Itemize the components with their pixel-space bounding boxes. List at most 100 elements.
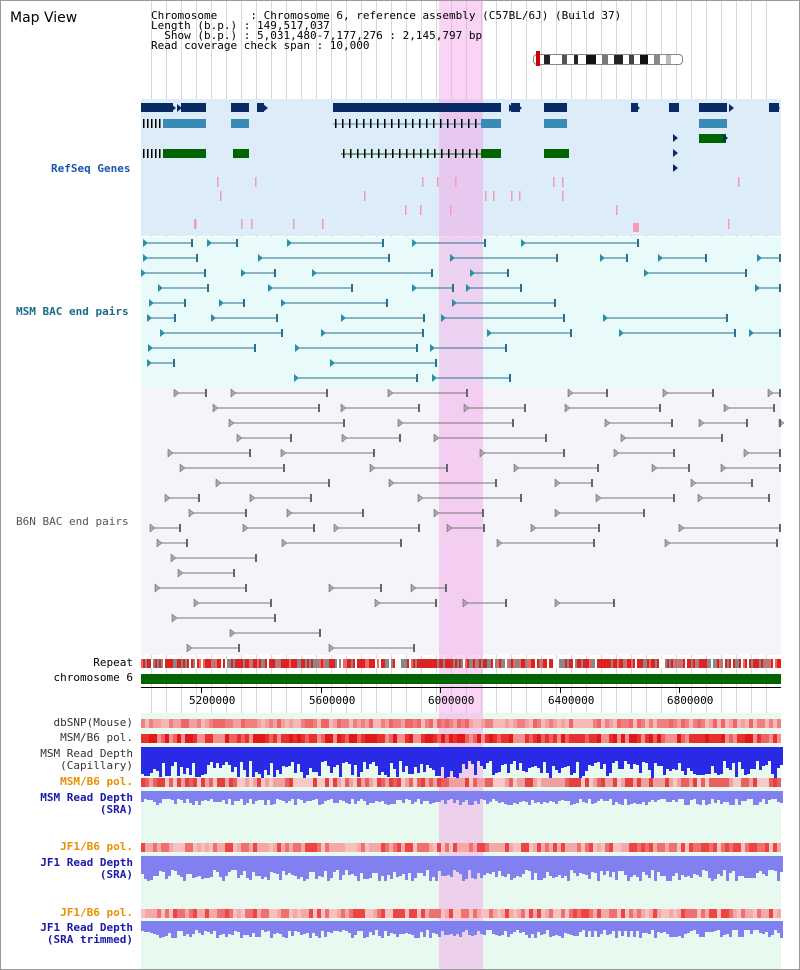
repeat-block xyxy=(607,659,609,668)
jf1-pol2-cell xyxy=(325,909,329,918)
msm-depth-sra-bar xyxy=(696,791,699,804)
msm-pol2-cell xyxy=(761,778,765,787)
msm-bac-end-icon xyxy=(258,254,263,262)
repeat-block xyxy=(469,659,471,668)
msm-bac-end-icon xyxy=(294,374,299,382)
refseq-pink-tick xyxy=(194,219,196,229)
msm-bac-end-icon xyxy=(287,239,292,247)
msm-depth-cap-bar xyxy=(168,747,171,776)
jf1-pol-cell xyxy=(693,843,697,852)
msm-pol-cell xyxy=(329,734,333,743)
jf1-depth-trim-bar xyxy=(141,921,144,931)
jf1-depth-sra-bar xyxy=(183,856,186,881)
msm-pol-cell xyxy=(381,734,385,743)
msm-pol-cell xyxy=(289,734,293,743)
repeat-block xyxy=(239,659,241,668)
msm-pol-cell xyxy=(525,734,529,743)
jf1-depth-trim-bar xyxy=(183,921,186,936)
msm-depth-cap-bar xyxy=(228,747,231,765)
msm-depth-sra-bar xyxy=(600,791,603,799)
dbsnp-cell xyxy=(553,719,557,728)
gene-exon xyxy=(143,119,145,128)
msm-depth-sra-bar xyxy=(594,791,597,803)
repeat-block xyxy=(277,659,279,668)
repeat-block xyxy=(527,659,529,668)
msm-depth-cap-bar xyxy=(378,747,381,775)
repeat-block xyxy=(599,659,601,668)
jf1-pol-cell xyxy=(505,843,509,852)
dbsnp-cell xyxy=(529,719,533,728)
msm-pol2-cell xyxy=(241,778,245,787)
jf1-depth-trim-bar xyxy=(216,921,219,938)
msm-depth-sra-bar xyxy=(342,791,345,801)
dbsnp-cell xyxy=(173,719,177,728)
dbsnp-cell xyxy=(169,719,173,728)
msm-pol2-cell xyxy=(153,778,157,787)
axis-tick xyxy=(201,687,202,693)
msm-pol-cell xyxy=(509,734,513,743)
jf1-depth-trim-bar xyxy=(678,921,681,936)
msm-depth-sra-bar xyxy=(495,791,498,801)
msm-depth-cap-bar xyxy=(261,747,264,778)
msm-bac-end xyxy=(779,254,781,262)
msm-pol2-cell xyxy=(269,778,273,787)
jf1-pol2-cell xyxy=(621,909,625,918)
jf1-depth-trim-bar xyxy=(501,921,504,935)
b6n-bac-end-icon xyxy=(242,523,249,533)
repeat-block xyxy=(359,659,361,668)
jf1-pol2-cell xyxy=(705,909,709,918)
dbsnp-cell xyxy=(429,719,433,728)
jf1-pol2-cell xyxy=(441,909,445,918)
msm-depth-sra-bar xyxy=(474,791,477,801)
repeat-block xyxy=(383,659,385,668)
jf1-depth-sra-bar xyxy=(186,856,189,874)
msm-pol2-cell xyxy=(217,778,221,787)
dbsnp-cell xyxy=(465,719,469,728)
jf1-pol2-cell xyxy=(681,909,685,918)
jf1-depth-sra-bar xyxy=(438,856,441,871)
msm-depth-cap-bar xyxy=(327,747,330,766)
jf1-depth-trim-bar xyxy=(246,921,249,935)
dbsnp-cell xyxy=(573,719,577,728)
msm-pol2-cell xyxy=(329,778,333,787)
msm-depth-sra-bar xyxy=(222,791,225,800)
gene-exon xyxy=(412,119,414,128)
msm-bac-end xyxy=(507,269,509,277)
msm-depth-cap-bar xyxy=(600,747,603,769)
jf1-pol-cell xyxy=(237,843,241,852)
dbsnp-cell xyxy=(449,719,453,728)
jf1-depth-sra-bar xyxy=(573,856,576,873)
msm-pol-cell xyxy=(229,734,233,743)
jf1-pol-cell xyxy=(717,843,721,852)
jf1-pol-cell xyxy=(361,843,365,852)
jf1-depth-sra-bar xyxy=(258,856,261,876)
b6n-bac-end-icon xyxy=(229,628,236,638)
jf1-depth-sra-bar xyxy=(570,856,573,870)
refseq-pink-tick xyxy=(293,219,295,229)
jf1-depth-trim-bar xyxy=(363,921,366,938)
msm-depth-cap-bar xyxy=(360,747,363,772)
refseq-pink-tick xyxy=(220,191,222,201)
jf1-pol-cell xyxy=(561,843,565,852)
jf1-depth-trim-bar xyxy=(258,921,261,937)
jf1-depth-trim-bar xyxy=(483,921,486,935)
jf1-depth-sra-bar xyxy=(600,856,603,871)
msm-depth-sra-bar xyxy=(252,791,255,804)
msm-pol-cell xyxy=(185,734,189,743)
msm-pol-cell xyxy=(621,734,625,743)
b6n-bac-end xyxy=(245,509,247,517)
repeat-block xyxy=(307,659,309,668)
jf1-depth-trim-bar xyxy=(336,921,339,931)
b6n-bac-end xyxy=(313,524,315,532)
msm-pol-cell xyxy=(541,734,545,743)
dbsnp-cell xyxy=(229,719,233,728)
chromosome-ideogram[interactable] xyxy=(533,54,683,65)
jf1-depth-sra-bar xyxy=(777,856,780,881)
jf1-pol2-cell xyxy=(141,909,145,918)
jf1-depth-trim-bar xyxy=(378,921,381,936)
jf1-depth-sra-bar xyxy=(213,856,216,870)
dbsnp-cell xyxy=(665,719,669,728)
msm-pol2-cell xyxy=(777,778,781,787)
msm-bac-end xyxy=(184,299,186,307)
